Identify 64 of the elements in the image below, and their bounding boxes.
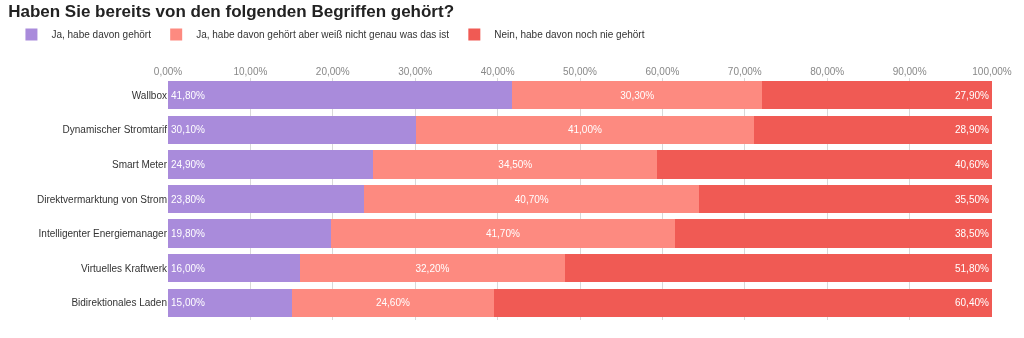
legend-label: Nein, habe davon noch nie gehört — [494, 29, 645, 41]
x-tick-label: 50,00% — [563, 66, 598, 77]
x-tick-label: 30,00% — [398, 66, 433, 77]
bar — [168, 150, 374, 179]
data-label: 32,20% — [415, 262, 450, 274]
data-label: 24,90% — [171, 158, 206, 170]
x-tick-label: 10,00% — [233, 66, 268, 77]
data-label: 60,40% — [954, 297, 989, 309]
data-label: 38,50% — [954, 228, 989, 240]
x-tick-label: 20,00% — [315, 66, 350, 77]
bar — [657, 150, 992, 179]
y-tick-label: Smart Meter — [111, 158, 168, 170]
x-tick-label: 40,00% — [480, 66, 515, 77]
bar — [168, 253, 300, 283]
data-label: 30,30% — [620, 89, 655, 101]
data-label: 40,60% — [954, 158, 989, 170]
x-tick-label: 0,00% — [153, 66, 183, 77]
x-tick-label: 70,00% — [727, 66, 762, 77]
bar — [699, 184, 992, 214]
bar — [364, 184, 700, 214]
bar — [168, 81, 513, 110]
bar — [299, 253, 566, 283]
y-tick-label: Wallbox — [131, 89, 167, 101]
legend-label: Ja, habe davon gehört aber weiß nicht genau was das ist — [196, 29, 450, 41]
data-label: 19,80% — [171, 228, 206, 240]
data-label: 40,70% — [514, 193, 549, 205]
bar — [416, 115, 754, 145]
bar — [753, 115, 992, 145]
bar — [168, 115, 417, 145]
bar — [762, 81, 992, 110]
bar — [291, 288, 495, 317]
data-label: 41,80% — [171, 89, 206, 101]
data-label: 28,90% — [954, 124, 989, 136]
bar — [494, 288, 992, 317]
y-tick-label: Bidirektionales Laden — [71, 297, 167, 309]
x-tick-label: 100,00% — [972, 66, 1012, 77]
bar — [168, 219, 332, 248]
data-label: 41,70% — [485, 228, 520, 240]
data-label: 41,00% — [567, 124, 602, 136]
data-label: 27,90% — [954, 89, 989, 101]
data-label: 24,60% — [375, 297, 410, 309]
data-label: 23,80% — [171, 193, 206, 205]
bar — [565, 253, 992, 283]
bar — [168, 288, 292, 317]
bar — [512, 81, 763, 110]
data-label: 16,00% — [171, 262, 206, 274]
y-tick-label: Direktvermarktung von Strom — [36, 193, 167, 205]
x-tick-label: 80,00% — [810, 66, 845, 77]
y-tick-label: Dynamischer Stromtarif — [62, 124, 168, 136]
data-label: 35,50% — [954, 193, 989, 205]
bar — [331, 219, 675, 248]
legend-label: Ja, habe davon gehört — [51, 29, 152, 41]
data-label: 30,10% — [171, 124, 206, 136]
y-tick-label: Intelligenter Energiemanager — [38, 228, 168, 240]
y-tick-label: Virtuelles Kraftwerk — [81, 262, 168, 274]
data-label: 51,80% — [954, 262, 989, 274]
bar — [674, 219, 992, 248]
data-label: 15,00% — [171, 297, 206, 309]
x-tick-label: 90,00% — [892, 66, 927, 77]
bar — [373, 150, 658, 179]
bar — [168, 184, 365, 214]
x-tick-label: 60,00% — [645, 66, 680, 77]
chart-title: Haben Sie bereits von den folgenden Begriffen gehört? — [8, 1, 455, 21]
data-label: 34,50% — [498, 158, 533, 170]
